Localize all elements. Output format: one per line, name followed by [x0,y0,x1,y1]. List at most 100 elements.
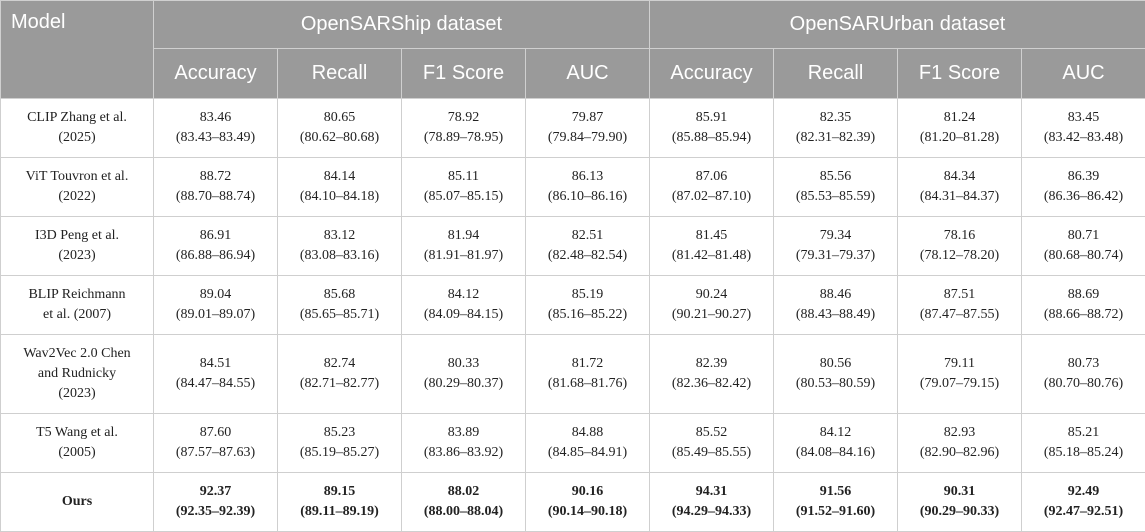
metric-cell: 87.06(87.02–87.10) [650,158,774,217]
dataset-header-opensarship: OpenSARShip dataset [154,1,650,49]
metric-value: 82.35 [778,108,893,128]
confidence-interval: (82.48–82.54) [530,246,645,266]
metric-value: 88.02 [406,482,521,502]
metric-value: 80.73 [1026,354,1141,374]
metric-value: 89.04 [158,285,273,305]
metric-cell: 89.04(89.01–89.07) [154,276,278,335]
metric-cell: 82.35(82.31–82.39) [774,99,898,158]
metric-value: 85.19 [530,285,645,305]
metric-value: 88.46 [778,285,893,305]
metric-cell: 90.31(90.29–90.33) [898,473,1022,532]
metric-cell: 86.39(86.36–86.42) [1022,158,1145,217]
metric-cell: 87.51(87.47–87.55) [898,276,1022,335]
confidence-interval: (86.10–86.16) [530,187,645,207]
metric-header-auc: AUC [526,49,650,99]
metric-value: 84.51 [158,354,273,374]
confidence-interval: (86.36–86.42) [1026,187,1141,207]
metric-cell: 82.74(82.71–82.77) [278,335,402,414]
metric-value: 78.92 [406,108,521,128]
confidence-interval: (88.66–88.72) [1026,305,1141,325]
confidence-interval: (85.07–85.15) [406,187,521,207]
metric-cell: 82.39(82.36–82.42) [650,335,774,414]
metric-value: 85.56 [778,167,893,187]
table-header: Model OpenSARShip dataset OpenSARUrban d… [1,1,1145,99]
metric-value: 80.56 [778,354,893,374]
metric-value: 81.94 [406,226,521,246]
metric-cell: 84.12(84.09–84.15) [402,276,526,335]
metric-cell: 81.94(81.91–81.97) [402,217,526,276]
confidence-interval: (84.31–84.37) [902,187,1017,207]
confidence-interval: (82.90–82.96) [902,443,1017,463]
metric-value: 85.91 [654,108,769,128]
model-name-cell: CLIP Zhang et al.(2025) [1,99,154,158]
metric-value: 85.52 [654,423,769,443]
metric-cell: 86.13(86.10–86.16) [526,158,650,217]
metric-cell: 80.65(80.62–80.68) [278,99,402,158]
model-name-line: CLIP Zhang et al. [5,108,149,128]
metric-value: 79.87 [530,108,645,128]
metric-header-recall: Recall [774,49,898,99]
metric-cell: 88.72(88.70–88.74) [154,158,278,217]
metric-cell: 81.72(81.68–81.76) [526,335,650,414]
metric-value: 90.31 [902,482,1017,502]
model-column-header: Model [1,1,154,99]
confidence-interval: (92.35–92.39) [158,502,273,522]
metric-value: 86.39 [1026,167,1141,187]
metric-header-accuracy: Accuracy [650,49,774,99]
metric-header-recall: Recall [278,49,402,99]
metric-value: 83.45 [1026,108,1141,128]
metric-header-f1-score: F1 Score [402,49,526,99]
metric-cell: 90.16(90.14–90.18) [526,473,650,532]
metric-cell: 84.34(84.31–84.37) [898,158,1022,217]
metric-cell: 85.11(85.07–85.15) [402,158,526,217]
confidence-interval: (83.86–83.92) [406,443,521,463]
metric-cell: 85.68(85.65–85.71) [278,276,402,335]
confidence-interval: (82.31–82.39) [778,128,893,148]
metric-value: 83.89 [406,423,521,443]
metric-cell: 85.21(85.18–85.24) [1022,414,1145,473]
confidence-interval: (82.71–82.77) [282,374,397,394]
table-row: I3D Peng et al.(2023)86.91(86.88–86.94)8… [1,217,1145,276]
model-name-line: T5 Wang et al. [5,423,149,443]
metric-cell: 84.12(84.08–84.16) [774,414,898,473]
metric-cell: 78.16(78.12–78.20) [898,217,1022,276]
confidence-interval: (78.12–78.20) [902,246,1017,266]
metric-value: 81.45 [654,226,769,246]
confidence-interval: (87.47–87.55) [902,305,1017,325]
confidence-interval: (85.53–85.59) [778,187,893,207]
metric-cell: 90.24(90.21–90.27) [650,276,774,335]
confidence-interval: (79.84–79.90) [530,128,645,148]
metric-value: 91.56 [778,482,893,502]
metric-header-f1-score: F1 Score [898,49,1022,99]
metric-cell: 82.51(82.48–82.54) [526,217,650,276]
metric-value: 83.12 [282,226,397,246]
metric-cell: 81.45(81.42–81.48) [650,217,774,276]
metric-value: 83.46 [158,108,273,128]
metric-value: 85.21 [1026,423,1141,443]
confidence-interval: (81.42–81.48) [654,246,769,266]
metric-cell: 92.37(92.35–92.39) [154,473,278,532]
metric-value: 89.15 [282,482,397,502]
confidence-interval: (85.18–85.24) [1026,443,1141,463]
metric-header-auc: AUC [1022,49,1145,99]
metric-cell: 79.34(79.31–79.37) [774,217,898,276]
confidence-interval: (84.08–84.16) [778,443,893,463]
metric-cell: 84.51(84.47–84.55) [154,335,278,414]
metric-value: 87.06 [654,167,769,187]
metric-value: 86.13 [530,167,645,187]
model-name-line: BLIP Reichmann [5,285,149,305]
model-name-line: (2005) [5,443,149,463]
metric-value: 82.93 [902,423,1017,443]
model-name-line: I3D Peng et al. [5,226,149,246]
table-row: ViT Touvron et al.(2022)88.72(88.70–88.7… [1,158,1145,217]
confidence-interval: (90.29–90.33) [902,502,1017,522]
metric-cell: 88.46(88.43–88.49) [774,276,898,335]
metric-cell: 83.46(83.43–83.49) [154,99,278,158]
metric-value: 92.37 [158,482,273,502]
metric-cell: 88.69(88.66–88.72) [1022,276,1145,335]
metric-value: 80.71 [1026,226,1141,246]
metric-value: 84.12 [778,423,893,443]
